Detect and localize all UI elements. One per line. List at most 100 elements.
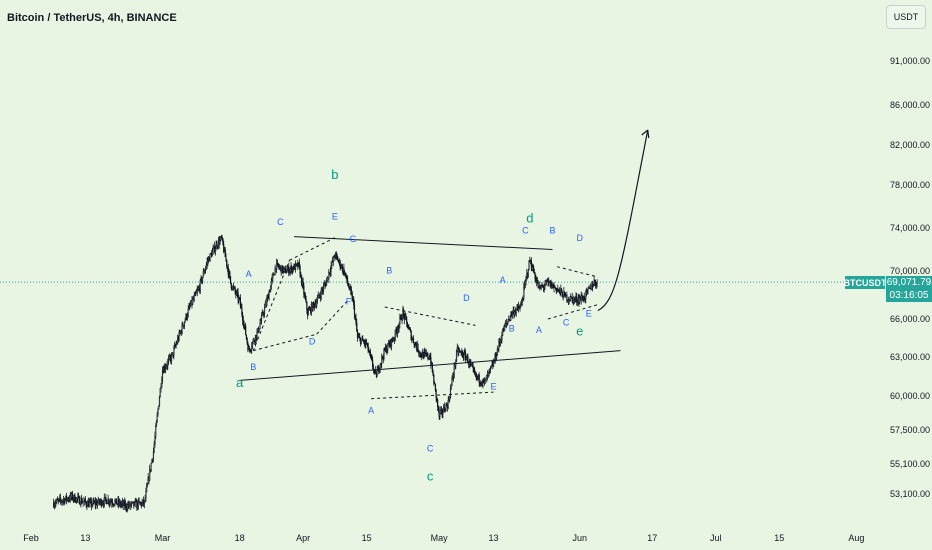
candle-body	[146, 483, 148, 487]
candle-body	[386, 349, 388, 353]
candle-body	[187, 308, 189, 316]
candle-body	[464, 351, 466, 354]
candle-body	[523, 286, 525, 299]
triangle-line[interactable]	[556, 266, 598, 278]
triangle-line[interactable]	[547, 304, 599, 320]
candle-body	[53, 504, 56, 508]
projection-arrow[interactable]	[597, 129, 649, 312]
candle-body	[381, 356, 384, 359]
candle-body	[105, 499, 108, 505]
candle-body	[242, 320, 244, 326]
channel-line[interactable]	[371, 391, 494, 400]
candle-body	[224, 249, 226, 258]
candle-body	[390, 338, 393, 347]
candle-body	[74, 494, 76, 502]
candle-body	[197, 288, 199, 291]
channel-line[interactable]	[316, 299, 349, 335]
candle-body	[534, 273, 536, 280]
time-axis: Feb 13 Mar 18 Apr 15 May 13 Jun 17 Jul 15 Aug	[23, 533, 864, 543]
channel-line[interactable]	[252, 260, 290, 351]
candle-body	[368, 350, 370, 353]
candle-body	[581, 295, 583, 299]
candle-body	[475, 373, 477, 378]
candle-body	[141, 502, 143, 506]
candle-body	[433, 375, 435, 384]
upper-trendline[interactable]	[294, 236, 553, 250]
lower-trendline[interactable]	[239, 350, 621, 381]
time-tick-label: 17	[647, 533, 657, 543]
candle-body	[463, 351, 465, 358]
candle-body	[387, 343, 389, 350]
time-tick-label: May	[431, 533, 449, 543]
wave-label: d	[526, 211, 533, 226]
candle-body	[471, 365, 474, 367]
candle-body	[334, 256, 336, 259]
candle-body	[445, 404, 447, 412]
candle-body	[427, 353, 429, 359]
candle-body	[393, 337, 396, 340]
candle-body	[521, 300, 523, 303]
candle-body	[355, 317, 357, 324]
candle-body	[367, 343, 369, 351]
candle-body	[245, 334, 248, 339]
candle-body	[147, 477, 149, 485]
candle-body	[116, 503, 118, 505]
candle-body	[316, 297, 319, 303]
chart-title: Bitcoin / TetherUS, 4h, BINANCE	[7, 12, 177, 24]
candle-body	[99, 501, 101, 503]
candle-body	[449, 388, 452, 398]
channel-line[interactable]	[289, 237, 336, 261]
candle-body	[403, 309, 405, 315]
candle-body	[332, 256, 334, 262]
wave-label: F	[346, 297, 352, 307]
candle-body	[237, 292, 239, 301]
candle-body	[587, 287, 589, 291]
candle-body	[486, 374, 488, 381]
candle-body	[217, 246, 219, 248]
candle-body	[461, 351, 463, 354]
candle-body	[89, 501, 91, 504]
last-price: 69,071.79	[886, 277, 932, 288]
candle-body	[328, 272, 330, 279]
price-tick-label: 57,500.00	[890, 425, 930, 435]
candle-body	[439, 412, 441, 417]
candle-body	[530, 260, 532, 268]
candle-body	[286, 269, 288, 273]
symbol-tag: BTCUSDT	[843, 276, 887, 289]
candle-body	[465, 353, 467, 360]
candle-body	[83, 500, 85, 503]
candle-body	[119, 501, 121, 506]
candle-body	[137, 500, 139, 508]
candle-body	[568, 299, 570, 301]
candle-body	[573, 297, 575, 303]
candle-body	[570, 296, 572, 301]
candle-body	[259, 323, 261, 330]
candle-body	[149, 469, 151, 481]
candle-body	[138, 500, 140, 503]
candle-body	[455, 350, 458, 361]
candle-body	[535, 278, 537, 283]
candle-body	[216, 243, 218, 248]
candle-body	[64, 498, 66, 504]
channel-line[interactable]	[384, 306, 476, 326]
candle-body	[219, 239, 221, 245]
candle-body	[344, 272, 347, 276]
time-tick-label: 18	[235, 533, 245, 543]
candle-body	[82, 501, 84, 503]
candle-body	[523, 284, 526, 288]
candle-body	[189, 304, 192, 307]
candle-body	[507, 321, 509, 323]
candle-body	[356, 322, 358, 332]
candle-body	[163, 366, 165, 373]
candle-body	[435, 388, 437, 398]
candle-body	[154, 435, 156, 445]
candle-body	[595, 282, 597, 286]
currency-button[interactable]: USDT	[886, 5, 926, 29]
candle-body	[381, 356, 383, 364]
candle-body	[278, 265, 280, 268]
candle-body	[330, 265, 332, 272]
candle-body	[418, 351, 420, 353]
candle-body	[272, 274, 274, 278]
channel-line[interactable]	[253, 333, 317, 352]
